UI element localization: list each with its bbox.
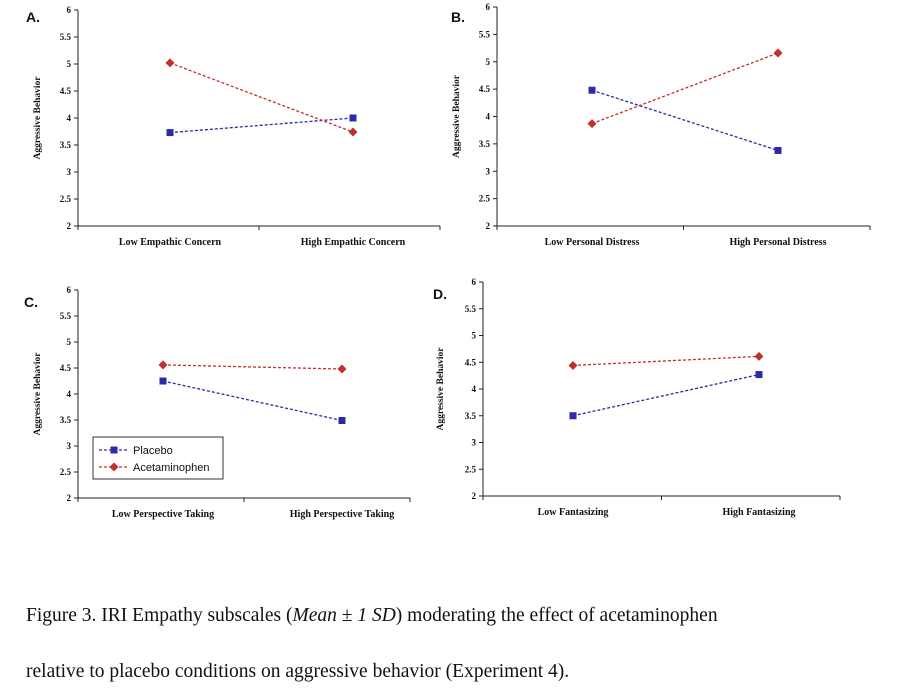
y-tick-label: 3 xyxy=(67,167,72,177)
y-tick-label: 3.5 xyxy=(60,140,72,150)
legend-box xyxy=(92,436,224,480)
panel-label: D. xyxy=(433,286,447,302)
acetaminophen-point xyxy=(158,360,168,370)
y-tick-label: 2.5 xyxy=(60,467,72,477)
placebo-series-line xyxy=(162,380,343,422)
y-tick-label: 2.5 xyxy=(465,464,477,474)
y-tick-label: 5.5 xyxy=(60,32,72,42)
x-tick-label: High Empathic Concern xyxy=(301,237,406,248)
placebo-series-line xyxy=(572,373,760,417)
legend-label-placebo: Placebo xyxy=(133,445,173,457)
placebo-point xyxy=(774,146,782,154)
y-tick-label: 5.5 xyxy=(60,311,72,321)
y-axis-label: Aggressive Behavior xyxy=(33,352,43,436)
figure-canvas: A. 2 2.5 3 3.5 4 4.5 5 5.5 6 Low Empathic Concern H… xyxy=(24,2,871,520)
y-axis-label: Aggressive Behavior xyxy=(436,347,446,431)
acetaminophen-series-line xyxy=(162,364,343,370)
legend-swatch-marker xyxy=(109,462,119,472)
acetaminophen-point xyxy=(348,127,358,137)
placebo-point xyxy=(338,417,346,425)
chart-panel-a: A. 2 2.5 3 3.5 4 4.5 5 5.5 6 Low Empathic Concern H… xyxy=(26,5,441,248)
acetaminophen-series-line xyxy=(572,355,760,367)
y-tick-label: 5 xyxy=(486,57,491,67)
placebo-point xyxy=(349,114,357,122)
panel-label: A. xyxy=(26,9,40,25)
y-tick-label: 2 xyxy=(67,221,72,231)
y-tick-label: 2.5 xyxy=(60,194,72,204)
legend-swatch-marker xyxy=(110,446,118,454)
x-tick-label: Low Perspective Taking xyxy=(112,509,214,520)
y-tick-label: 4.5 xyxy=(60,86,72,96)
acetaminophen-series-line xyxy=(591,52,779,125)
y-tick-label: 5 xyxy=(472,331,477,341)
y-tick-label: 4 xyxy=(67,389,72,399)
y-axis-label: Aggressive Behavior xyxy=(452,74,462,158)
x-tick-label: High Fantasizing xyxy=(722,507,795,518)
legend-label-acetaminophen: Acetaminophen xyxy=(133,462,209,474)
placebo-series-line xyxy=(169,117,354,134)
y-tick-label: 5.5 xyxy=(479,29,491,39)
acetaminophen-point xyxy=(337,364,347,374)
y-tick-label: 6 xyxy=(67,285,72,295)
placebo-point xyxy=(755,371,763,379)
y-tick-label: 4 xyxy=(472,384,477,394)
y-tick-label: 3.5 xyxy=(479,139,491,149)
y-tick-label: 6 xyxy=(486,2,491,12)
chart-panel-d: D. 2 2.5 3 3.5 4 4.5 5 5.5 6 Low Fantasizing High F… xyxy=(433,277,841,518)
panel-label: C. xyxy=(24,294,38,310)
x-tick-label: Low Personal Distress xyxy=(545,237,640,248)
acetaminophen-point xyxy=(754,351,764,361)
y-axis-label: Aggressive Behavior xyxy=(33,76,43,160)
acetaminophen-point xyxy=(587,119,597,129)
acetaminophen-series-line xyxy=(169,62,354,133)
chart-panel-c: C. 2 2.5 3 3.5 4 4.5 5 5.5 6 Low Perspective Takin… xyxy=(24,285,411,520)
figure-caption-line-1: Figure 3. IRI Empathy subscales (Mean ± … xyxy=(26,605,718,626)
placebo-series-line xyxy=(591,89,779,152)
y-tick-label: 3.5 xyxy=(465,411,477,421)
y-tick-label: 4.5 xyxy=(479,84,491,94)
y-tick-label: 6 xyxy=(472,277,477,287)
x-tick-label: High Perspective Taking xyxy=(290,509,394,520)
y-tick-label: 3 xyxy=(472,438,477,448)
acetaminophen-point xyxy=(568,360,578,370)
placebo-point xyxy=(569,412,577,420)
figure-caption-line-2: relative to placebo conditions on aggres… xyxy=(26,661,570,682)
y-tick-label: 3 xyxy=(486,166,491,176)
y-tick-label: 6 xyxy=(67,5,72,15)
y-tick-label: 4 xyxy=(486,112,491,122)
placebo-point xyxy=(159,377,167,385)
chart-panel-b: B. 2 2.5 3 3.5 4 4.5 5 5.5 6 Low Personal Distress… xyxy=(451,2,871,248)
x-tick-label: High Personal Distress xyxy=(729,237,826,248)
y-tick-label: 2 xyxy=(67,493,72,503)
placebo-point xyxy=(166,129,174,137)
y-tick-label: 2 xyxy=(486,221,491,231)
x-tick-label: Low Empathic Concern xyxy=(119,237,222,248)
y-tick-label: 2 xyxy=(472,491,477,501)
y-tick-label: 3 xyxy=(67,441,72,451)
panel-label: B. xyxy=(451,9,465,25)
y-tick-label: 4 xyxy=(67,113,72,123)
y-tick-label: 3.5 xyxy=(60,415,72,425)
y-tick-label: 2.5 xyxy=(479,194,491,204)
acetaminophen-point xyxy=(773,48,783,58)
x-tick-label: Low Fantasizing xyxy=(538,507,609,518)
y-tick-label: 5 xyxy=(67,59,72,69)
y-tick-label: 5.5 xyxy=(465,304,477,314)
y-tick-label: 4.5 xyxy=(60,363,72,373)
y-tick-label: 5 xyxy=(67,337,72,347)
placebo-point xyxy=(588,86,596,94)
acetaminophen-point xyxy=(165,58,175,68)
y-tick-label: 4.5 xyxy=(465,357,477,367)
